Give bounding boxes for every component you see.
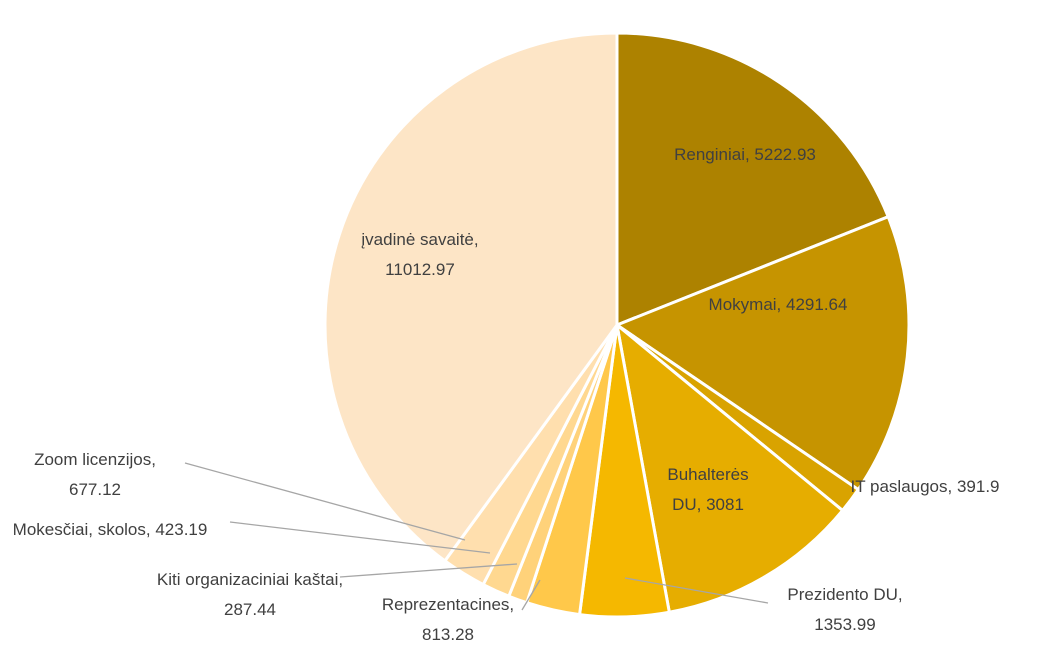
data-label: Reprezentacines, 813.28 <box>381 595 515 644</box>
data-label: Mokesčiai, skolos, 423.19 <box>12 520 208 539</box>
data-label: IT paslaugos, 391.9 <box>850 477 1000 496</box>
data-label: Zoom licenzijos, 677.12 <box>34 450 156 499</box>
data-label: Prezidento DU, 1353.99 <box>787 585 903 634</box>
pie-slice <box>615 31 891 328</box>
leader-line <box>624 577 769 604</box>
data-label: Mokymai, 4291.64 <box>708 295 848 314</box>
pie-slice <box>323 31 619 563</box>
leader-line <box>184 462 466 541</box>
data-label: Buhalterės DU, 3081 <box>667 465 749 514</box>
data-label: įvadinė savaitė, 11012.97 <box>361 230 479 279</box>
leader-line <box>229 521 491 554</box>
data-label: Renginiai, 5222.93 <box>674 145 816 164</box>
leader-line <box>339 563 518 578</box>
data-label: Kiti organizaciniai kaštai, 287.44 <box>156 570 344 619</box>
pie-slice <box>614 321 845 615</box>
leader-line <box>521 579 541 611</box>
pie-slice <box>613 214 911 492</box>
